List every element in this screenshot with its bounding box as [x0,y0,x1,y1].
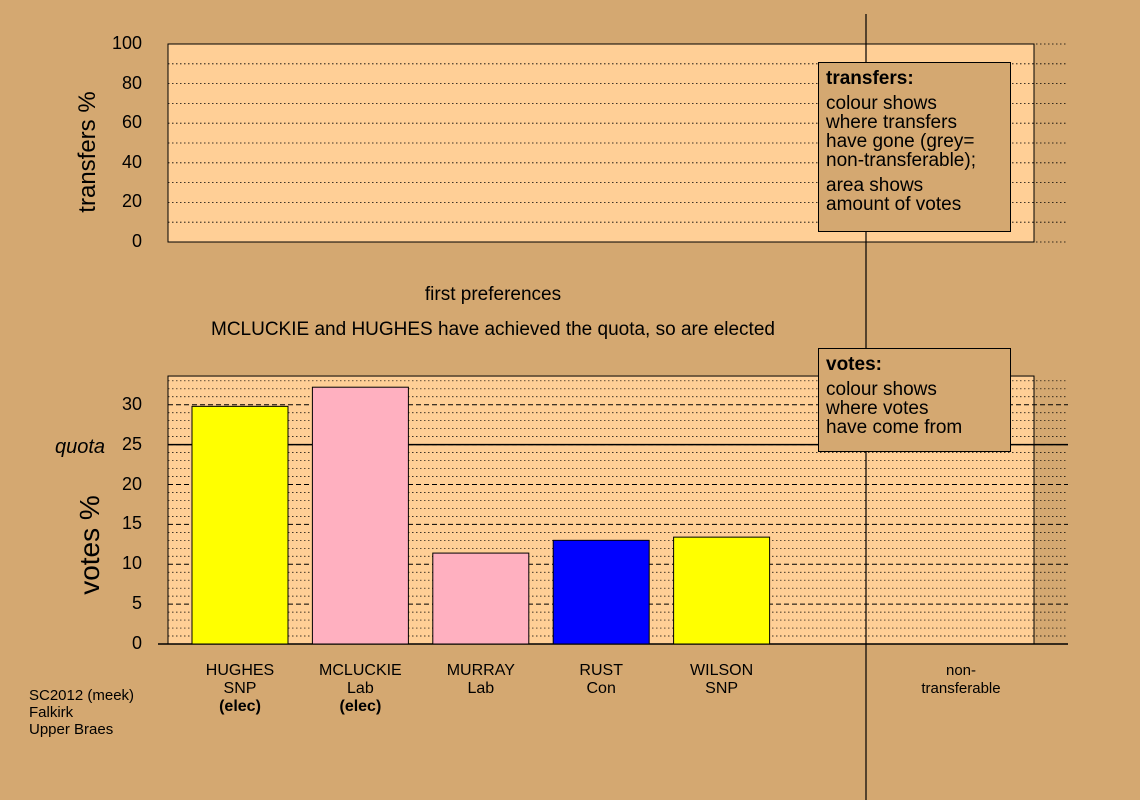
bar-rust [552,539,650,645]
votes-legend-line: where votes [826,398,929,419]
transfers-legend-line: area shows [826,175,924,196]
transfers-tick-label: 40 [121,151,142,172]
candidate-name: MCLUCKIE [319,662,402,679]
candidate-party: Con [586,680,616,697]
candidate-label: RUST Con [541,662,661,698]
candidate-name: WILSON [690,662,754,679]
candidate-party: Lab [467,680,495,697]
transfers-legend-line: non-transferable); [826,150,976,171]
bar-murray [432,552,530,645]
transfers-tick-label: 80 [121,72,142,93]
votes-legend-line: colour shows [826,379,937,400]
candidate-label: WILSON SNP [662,662,782,698]
candidate-label: MURRAY Lab [421,662,541,698]
candidate-name: RUST [579,662,623,679]
bar-mcluckie [311,386,409,645]
votes-tick-label: 15 [121,513,142,534]
votes-tick-label: 20 [121,473,142,494]
footer-line: SC2012 (meek) [29,687,135,704]
caption-elected: MCLUCKIE and HUGHES have achieved the qu… [211,319,775,340]
nontransferable-line: non- [945,662,977,679]
votes-tick-label: 5 [131,593,142,614]
votes-legend-line: have come from [826,417,963,438]
footer-info: SC2012 (meek) Falkirk Upper Braes [29,687,134,738]
transfers-legend-line: amount of votes [826,194,962,215]
votes-legend-title: votes: [826,354,882,375]
bottom-axis-label: votes % [74,495,105,595]
transfers-legend-line: colour shows [826,93,937,114]
votes-tick-label: 30 [121,393,142,414]
votes-tick-label: 0 [131,633,142,653]
nontransferable-label: non- transferable [901,662,1021,698]
transfers-legend-line: where transfers [826,112,957,133]
candidate-party: SNP [223,680,257,697]
transfers-tick-label: 100 [111,33,142,53]
footer-line: Falkirk [29,704,74,721]
footer-line: Upper Braes [29,721,114,738]
votes-tick-label: 25 [121,433,142,454]
candidate-label: MCLUCKIE Lab (elec) [300,662,420,716]
transfers-legend-line: have gone (grey= [826,131,975,152]
transfers-legend-title: transfers: [826,68,914,89]
nontransferable-line: transferable [921,680,1001,697]
transfers-tick-label: 20 [121,191,142,212]
candidate-name: MURRAY [446,662,515,679]
candidate-elected: (elec) [339,698,382,715]
transfers-tick-label: 60 [121,112,142,133]
candidate-party: SNP [705,680,739,697]
transfers-legend: transfers: colour shows where transfers … [818,62,1011,232]
candidate-name: HUGHES [205,662,275,679]
bar-wilson [673,536,771,645]
caption-first-preferences: first preferences [424,284,562,305]
votes-legend: votes: colour shows where votes have com… [818,348,1011,452]
quota-label: quota [55,436,106,458]
candidate-party: Lab [347,680,374,697]
transfers-tick-label: 0 [131,231,142,251]
candidate-label: HUGHES SNP (elec) [180,662,300,716]
candidate-elected: (elec) [219,698,261,715]
bar-hughes [191,405,289,645]
votes-tick-label: 10 [121,553,142,574]
